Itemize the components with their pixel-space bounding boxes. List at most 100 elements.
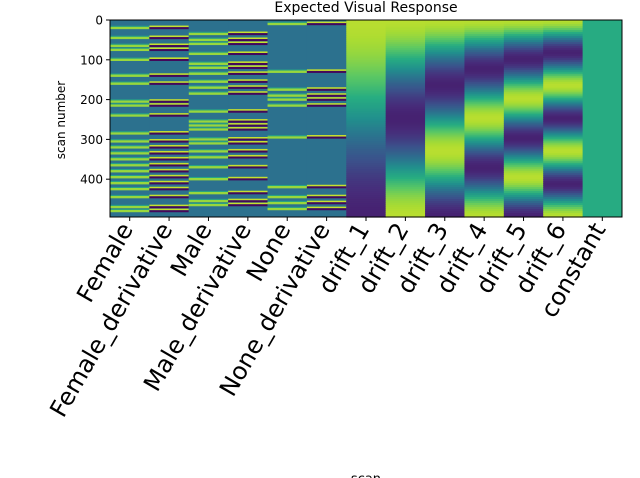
event-stripe-edge — [188, 123, 229, 125]
drift-cell — [464, 77, 505, 81]
drift-cell — [503, 89, 544, 93]
event-stripe — [110, 132, 150, 135]
drift-cell — [385, 67, 426, 71]
drift-cell — [543, 215, 584, 218]
derivative-stripe-negative — [228, 62, 268, 65]
drift-cell — [346, 143, 387, 146]
drift-cell — [464, 109, 505, 113]
derivative-stripe-negative — [228, 120, 268, 123]
drift-cell — [464, 203, 505, 206]
drift-cell — [425, 113, 465, 117]
drift-cell — [385, 81, 426, 85]
event-stripe-edge — [267, 103, 307, 105]
drift-cell — [385, 117, 426, 121]
drift-cell — [385, 133, 426, 137]
drift-cell — [464, 53, 505, 57]
drift-cell — [464, 141, 505, 144]
drift-cell — [503, 77, 544, 81]
drift-cell — [385, 71, 426, 75]
drift-cell — [385, 191, 426, 194]
drift-cell — [346, 193, 387, 196]
drift-cell — [425, 65, 465, 69]
column-female — [110, 20, 150, 217]
drift-cell — [346, 105, 387, 109]
derivative-stripe-positive — [149, 174, 189, 177]
drift-cell — [464, 79, 505, 83]
event-stripe — [188, 62, 229, 65]
drift-cell — [503, 141, 544, 144]
drift-cell — [543, 139, 584, 142]
drift-cell — [385, 195, 426, 198]
drift-cell — [425, 97, 465, 101]
drift-cell — [464, 147, 505, 150]
drift-cell — [346, 127, 387, 131]
drift-cell — [464, 189, 505, 192]
derivative-stripe-positive — [306, 206, 347, 209]
drift-cell — [425, 215, 465, 218]
drift-cell — [464, 199, 505, 202]
drift-cell — [503, 51, 544, 55]
event-stripe — [110, 26, 150, 30]
drift-cell — [425, 123, 465, 127]
drift-cell — [543, 113, 584, 117]
drift-cell — [385, 121, 426, 125]
drift-cell — [464, 93, 505, 97]
drift-cell — [464, 99, 505, 103]
event-stripe — [110, 140, 150, 143]
drift-cell — [425, 61, 465, 65]
drift-cell — [425, 181, 465, 184]
event-stripe-edge — [188, 31, 229, 33]
drift-cell — [543, 167, 584, 170]
drift-cell — [464, 185, 505, 188]
event-stripe — [110, 58, 150, 61]
drift-cell — [385, 187, 426, 190]
drift-cell — [464, 81, 505, 85]
drift-cell — [464, 59, 505, 63]
drift-cell — [385, 127, 426, 131]
drift-cell — [503, 215, 544, 218]
drift-cell — [464, 25, 505, 29]
drift-cell — [425, 189, 465, 192]
drift-cell — [385, 207, 426, 210]
event-stripe — [110, 36, 150, 40]
derivative-stripe-positive — [228, 91, 268, 93]
drift-cell — [464, 195, 505, 198]
drift-cell — [346, 63, 387, 67]
derivative-stripe-negative — [228, 80, 268, 83]
drift-cell — [503, 67, 544, 71]
drift-cell — [543, 181, 584, 184]
drift-cell — [503, 119, 544, 123]
column-constant — [582, 20, 622, 217]
drift-cell — [543, 25, 584, 29]
drift-cell — [425, 31, 465, 35]
event-stripe — [267, 98, 307, 101]
event-stripe-edge — [188, 165, 229, 167]
event-stripe — [267, 136, 307, 139]
event-stripe-edge — [188, 202, 229, 204]
drift-cell — [425, 51, 465, 55]
event-stripe-edge — [188, 65, 229, 67]
drift-cell — [346, 171, 387, 174]
drift-cell — [503, 167, 544, 170]
drift-cell — [543, 20, 584, 23]
drift-cell — [543, 37, 584, 41]
drift-cell — [543, 189, 584, 192]
drift-cell — [425, 127, 465, 131]
derivative-stripe-positive — [149, 35, 189, 38]
drift-cell — [385, 53, 426, 57]
drift-cell — [425, 83, 465, 87]
drift-cell — [346, 29, 387, 33]
drift-cell — [543, 185, 584, 188]
event-stripe-edge — [188, 71, 229, 73]
drift-cell — [346, 215, 387, 218]
derivative-stripe-positive — [149, 208, 189, 211]
drift-cell — [425, 95, 465, 99]
drift-cell — [464, 45, 505, 49]
event-stripe — [267, 207, 307, 211]
drift-cell — [543, 119, 584, 123]
derivative-stripe-negative — [149, 45, 189, 48]
drift-cell — [385, 25, 426, 29]
event-stripe-edge — [188, 85, 229, 87]
drift-cell — [385, 161, 426, 164]
event-stripe-edge — [188, 176, 229, 178]
